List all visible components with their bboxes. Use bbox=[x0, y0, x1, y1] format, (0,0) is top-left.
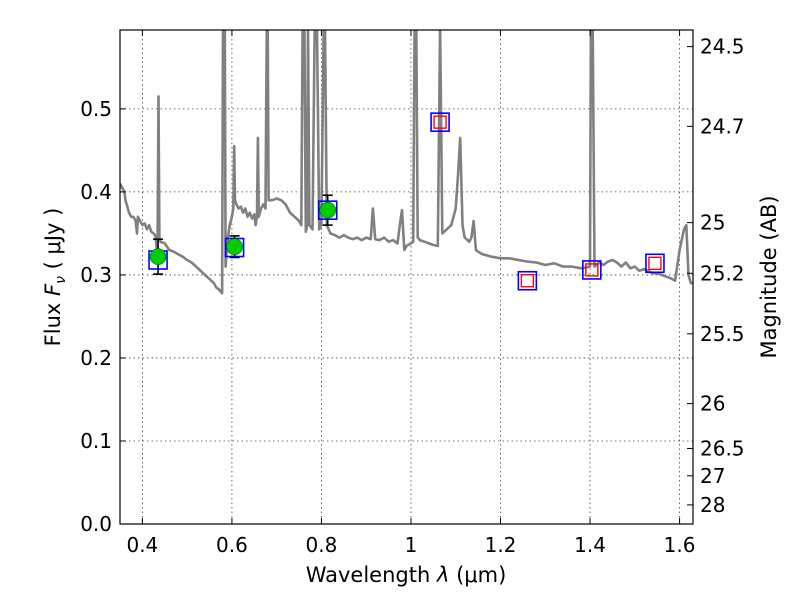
magnitude-tick-label: 25.2 bbox=[700, 261, 745, 285]
x-tick-label: 1.4 bbox=[574, 533, 606, 557]
observed-photometry-point bbox=[226, 238, 243, 255]
magnitude-axis-title: Magnitude (AB) bbox=[757, 195, 781, 358]
y-tick-label: 0.2 bbox=[80, 346, 112, 370]
x-tick-label: 0.8 bbox=[306, 533, 338, 557]
model-photometry-square bbox=[645, 253, 665, 274]
y-tick-label: 0.1 bbox=[80, 429, 112, 453]
spectrum-layer bbox=[120, 30, 693, 295]
magnitude-tick-label: 25.5 bbox=[700, 322, 745, 346]
model-photometry-square bbox=[430, 112, 450, 132]
spectrum-line bbox=[120, 30, 693, 295]
model-photometry-square bbox=[517, 270, 538, 291]
y-tick-label: 0.3 bbox=[80, 263, 112, 287]
model-photometry-square bbox=[317, 200, 338, 220]
magnitude-tick-label: 24.5 bbox=[700, 35, 745, 59]
x-tick-label: 1.6 bbox=[664, 533, 696, 557]
plot-frame bbox=[119, 29, 694, 525]
predicted-photometry-square bbox=[520, 274, 535, 288]
x-tick-label: 0.4 bbox=[126, 533, 158, 557]
magnitude-tick-label: 24.7 bbox=[700, 114, 745, 138]
x-tick-label: 0.6 bbox=[216, 533, 248, 557]
magnitude-tick-label: 26 bbox=[700, 392, 725, 416]
observed-photometry-point bbox=[319, 201, 337, 219]
predicted-photometry-square bbox=[585, 263, 599, 277]
y-tick-label: 0.0 bbox=[80, 512, 112, 536]
x-tick-label: 1 bbox=[405, 533, 418, 557]
magnitude-tick-label: 28 bbox=[700, 493, 725, 517]
x-tick-label: 1.2 bbox=[485, 533, 517, 557]
predicted-photometry-square bbox=[433, 115, 447, 129]
axis-ticks: 0.4 0.6 0.8 1 1.2 1.4 1.6 0.0 0.1 0.2 0.3 0.4 0.5 24.… bbox=[80, 30, 745, 557]
photometry-markers bbox=[148, 112, 665, 291]
predicted-photometry-square bbox=[648, 256, 662, 271]
x-axis-title: Wavelength λ (μm) bbox=[306, 563, 507, 587]
magnitude-tick-label: 27 bbox=[700, 464, 725, 488]
model-photometry-square bbox=[582, 260, 602, 280]
magnitude-tick-label: 26.5 bbox=[700, 436, 745, 460]
y-tick-label: 0.4 bbox=[80, 180, 112, 204]
observed-photometry-point bbox=[149, 248, 167, 265]
y-tick-label: 0.5 bbox=[80, 97, 112, 121]
y-axis-title: Flux Fν ( μJy ) bbox=[41, 208, 69, 347]
magnitude-tick-label: 25 bbox=[700, 211, 725, 235]
